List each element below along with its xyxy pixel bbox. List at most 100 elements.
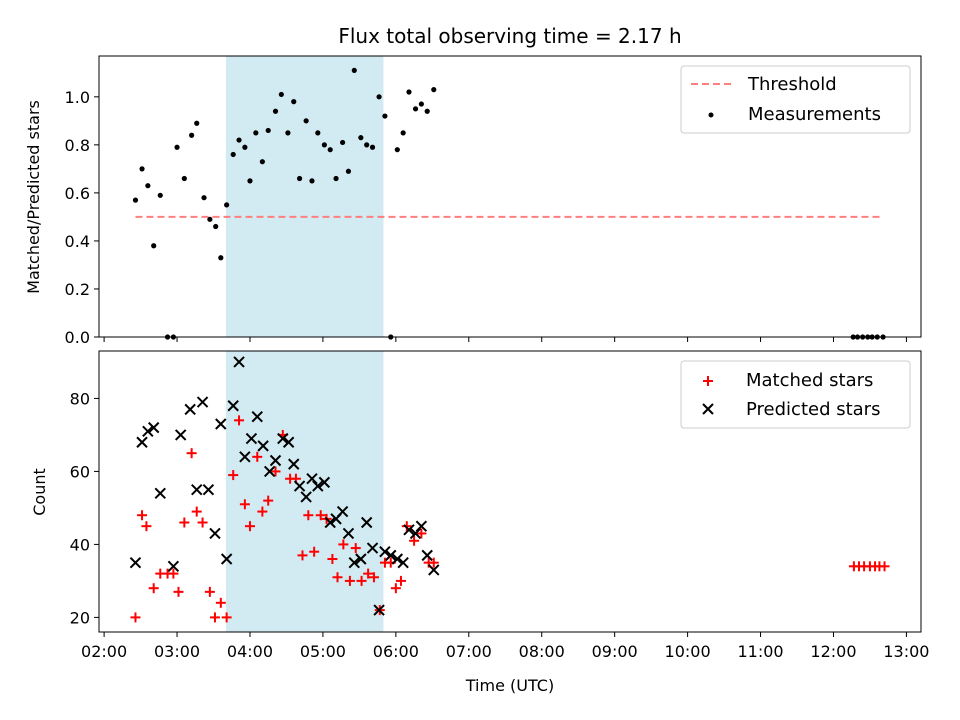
measurement-point (265, 127, 271, 134)
top-x-ticks (103, 337, 907, 342)
predicted-point (312, 480, 324, 492)
predicted-point (336, 505, 349, 518)
predicted-point (282, 436, 295, 448)
matched-point (416, 528, 427, 539)
predicted-point (415, 520, 428, 532)
measurement-point (351, 67, 357, 74)
measurement-point (315, 130, 321, 136)
x-tick-label: 10:00 (665, 642, 711, 661)
x-tick-label: 08:00 (519, 642, 565, 661)
matched-point (338, 539, 349, 550)
bottom-panel-frame (98, 350, 922, 633)
matched-point (228, 470, 239, 481)
predicted-point (154, 487, 166, 500)
top-y-axis-label: Matched/Predicted stars (24, 100, 43, 294)
matched-point (350, 543, 361, 554)
predicted-point (239, 451, 251, 463)
predicted-point (209, 527, 221, 540)
bottom-panel-marks (129, 356, 890, 623)
y-tick-label: 0.0 (65, 328, 90, 347)
bottom-legend-box (680, 360, 911, 429)
measurement-point (247, 178, 253, 184)
predicted-point (385, 549, 397, 562)
measurement-point (333, 175, 339, 182)
measurement-point (242, 144, 248, 150)
matched-point (209, 612, 220, 623)
matched-point (130, 612, 141, 623)
measurement-point (224, 202, 230, 208)
matched-point (221, 612, 232, 623)
predicted-point (277, 432, 289, 445)
predicted-point (348, 556, 360, 569)
predicted-point (227, 400, 239, 412)
x-tick-label: 12:00 (810, 642, 856, 661)
measurement-point (327, 147, 333, 153)
measurement-point (340, 139, 346, 146)
x-tick-label: 05:00 (300, 642, 346, 661)
predicted-point (306, 473, 318, 485)
matched-point (409, 535, 420, 546)
measurement-point (174, 144, 180, 150)
measurement-point (218, 255, 224, 261)
predicted-point (196, 396, 209, 408)
matched-point (173, 586, 184, 597)
measurement-point (418, 101, 424, 107)
predicted-point (129, 556, 142, 569)
legend-threshold-label: Threshold (747, 74, 837, 95)
top-panel: 0.0 0.2 0.4 0.6 0.8 1.0 Matched/Predicted sta… (24, 55, 922, 347)
predicted-point (202, 483, 215, 496)
matched-point (428, 557, 439, 568)
measurement-point (309, 178, 315, 184)
matched-point (186, 448, 197, 459)
matched-point (148, 583, 159, 594)
predicted-point (391, 553, 404, 565)
predicted-point (136, 436, 148, 448)
matched-point (215, 597, 226, 608)
predicted-point (421, 549, 433, 562)
measurement-point (236, 137, 242, 143)
x-tick-label: 11:00 (737, 642, 783, 661)
shaded-interval-top (225, 56, 384, 337)
measurement-point (291, 99, 297, 105)
matched-point (344, 575, 355, 586)
measurement-point (145, 183, 151, 189)
measurement-point (382, 113, 388, 119)
predicted-point (409, 527, 422, 540)
measurement-point (272, 108, 279, 114)
measurement-point (400, 130, 406, 136)
measurement-point (412, 106, 419, 112)
predicted-point (251, 410, 263, 423)
predicted-point (269, 454, 282, 467)
matched-point (332, 572, 343, 583)
measurement-point (189, 132, 195, 138)
measurement-point (181, 175, 187, 182)
measurement-point (321, 142, 327, 148)
predicted-point (288, 458, 300, 470)
measurement-point (424, 108, 430, 114)
measurement-point (278, 91, 284, 98)
y-tick-label: 80 (70, 389, 90, 408)
matched-point (263, 495, 274, 506)
measurement-point (406, 89, 412, 95)
y-tick-label: 0.6 (65, 184, 90, 203)
predicted-point (366, 542, 379, 554)
matched-point (356, 575, 367, 586)
x-tick-label: 02:00 (81, 642, 127, 661)
matched-point (879, 561, 890, 572)
predicted-point (245, 432, 258, 445)
measurement-point (132, 197, 139, 203)
predicted-point (215, 418, 227, 430)
x-tick-label: 06:00 (373, 642, 419, 661)
chart-title: Flux total observing time = 2.17 h (338, 24, 681, 48)
matched-point (234, 415, 245, 426)
x-axis-label: Time (UTC) (465, 676, 554, 695)
predicted-point (293, 480, 306, 492)
matched-point (401, 521, 412, 532)
measurement-point (207, 216, 213, 222)
y-tick-label: 1.0 (65, 88, 90, 107)
x-tick-label: 09:00 (592, 642, 638, 661)
predicted-point (403, 524, 415, 536)
y-tick-label: 0.2 (65, 280, 90, 299)
